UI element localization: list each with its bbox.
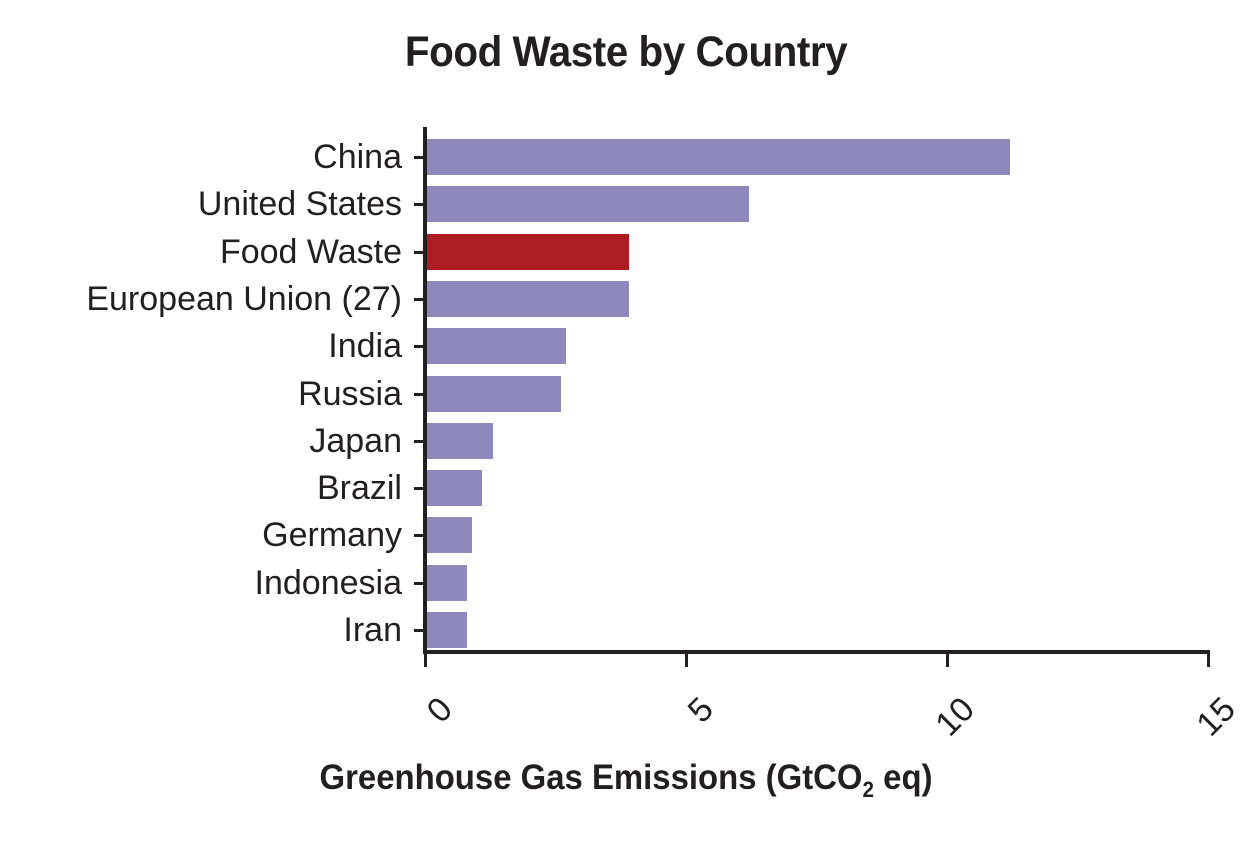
category-label: Japan: [309, 421, 402, 460]
x-axis-line: [423, 650, 1210, 654]
bar-iran: [427, 612, 467, 648]
category-label: Indonesia: [254, 563, 402, 602]
x-tick-label: 10: [928, 690, 982, 744]
bar-japan: [427, 422, 493, 459]
y-tick: [414, 487, 425, 491]
category-label: China: [313, 138, 402, 176]
x-tick: [1206, 650, 1210, 667]
y-tick: [414, 203, 425, 207]
category-label: Iran: [343, 611, 402, 649]
y-tick: [414, 297, 425, 301]
bar-european-union-27: [427, 280, 629, 317]
x-tick-label: 15: [1189, 690, 1243, 744]
y-tick: [414, 156, 425, 159]
x-tick: [684, 650, 688, 667]
bar-food-waste: [427, 233, 629, 270]
category-label: Russia: [298, 374, 402, 413]
category-label: European Union (27): [86, 279, 402, 318]
x-tick: [423, 650, 427, 667]
y-tick: [414, 629, 425, 632]
x-axis-label: Greenhouse Gas Emissions (GtCO2 eq): [319, 758, 933, 802]
bar-india: [427, 328, 566, 365]
category-label: Brazil: [316, 469, 402, 508]
y-tick: [414, 534, 425, 538]
chart-title: Food Waste by Country: [404, 28, 848, 76]
bar-china: [427, 139, 1010, 175]
x-tick-label: 5: [680, 690, 721, 731]
y-tick: [414, 345, 425, 349]
category-label: India: [328, 327, 402, 366]
y-tick: [414, 250, 425, 254]
category-label: Germany: [262, 516, 402, 555]
x-tick: [945, 650, 949, 667]
bar-russia: [427, 375, 561, 412]
category-label: United States: [197, 185, 402, 224]
bar-germany: [427, 517, 472, 554]
y-tick: [414, 392, 425, 396]
category-label: Food Waste: [219, 232, 402, 271]
bar-united-states: [427, 186, 749, 223]
x-tick-label: 0: [419, 690, 460, 731]
y-axis-line: [423, 127, 427, 654]
y-tick: [414, 581, 425, 585]
bar-indonesia: [427, 564, 467, 601]
bar-brazil: [427, 470, 483, 507]
y-tick: [414, 439, 425, 443]
